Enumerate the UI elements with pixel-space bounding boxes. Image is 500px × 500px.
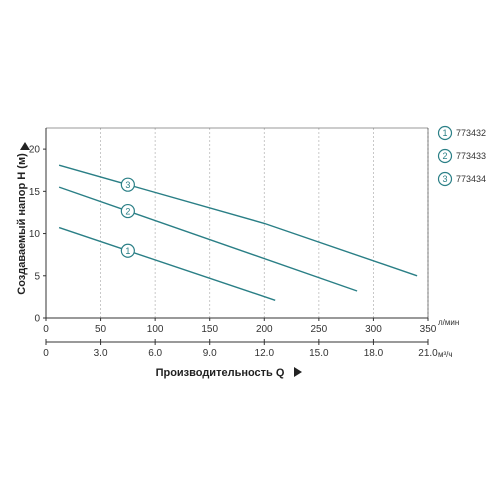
x-tick-label-4: 200 — [256, 324, 273, 335]
x-unit-label: л/мин — [438, 318, 459, 327]
x-tick-label-0: 0 — [43, 324, 49, 335]
legend-marker-label-1: 1 — [442, 128, 447, 138]
y-tick-label-0: 0 — [34, 314, 40, 325]
x2-tick-label-6: 18.0 — [364, 348, 384, 359]
series-marker-1 — [120, 243, 135, 258]
legend-marker-2 — [437, 148, 453, 164]
x-tick-label-2: 100 — [147, 324, 164, 335]
series-line-2 — [58, 186, 358, 292]
x-tick-label-7: 350 — [420, 324, 437, 335]
series-marker-label-2: 2 — [125, 206, 130, 216]
legend-series-name-1: 773432 — [456, 128, 486, 138]
y-axis-title: Создаваемый напор H (м) — [16, 153, 28, 295]
x2-tick-label-7: 21.0 — [418, 348, 438, 359]
x2-tick-label-5: 15.0 — [309, 348, 329, 359]
x-tick-label-3: 150 — [201, 324, 218, 335]
series-layer: 1 2 3 — [58, 164, 418, 301]
y-tick-label-1: 5 — [34, 271, 40, 282]
series-marker-label-1: 1 — [125, 246, 130, 256]
series-marker-3 — [120, 177, 135, 192]
series-marker-label-3: 3 — [125, 180, 130, 190]
legend-marker-3 — [437, 171, 453, 187]
series-line-1 — [58, 226, 276, 301]
legend-marker-label-2: 2 — [442, 151, 447, 161]
series-line-3 — [58, 164, 418, 277]
x2-tick-label-1: 3.0 — [94, 348, 108, 359]
y-tick-label-4: 20 — [29, 145, 41, 156]
legend-marker-1 — [437, 125, 453, 141]
legend-series-name-3: 773434 — [456, 174, 486, 184]
x-tick-label-1: 50 — [95, 324, 107, 335]
y-axis-title-arrow — [20, 142, 30, 150]
axes-layer — [45, 127, 429, 343]
x-tick-label-5: 250 — [311, 324, 328, 335]
x-tick-label-6: 300 — [365, 324, 382, 335]
legend: 1 773432 2 773433 3 773434 — [437, 125, 486, 187]
series-marker-2 — [120, 203, 135, 219]
x2-unit-label: м³/ч — [438, 350, 453, 359]
legend-series-name-2: 773433 — [456, 151, 486, 161]
legend-marker-label-3: 3 — [442, 174, 447, 184]
y-tick-label-2: 10 — [29, 229, 41, 240]
x-axis-title: Производительность Q — [156, 367, 285, 379]
x2-tick-label-2: 6.0 — [148, 348, 162, 359]
x2-tick-label-4: 12.0 — [255, 348, 275, 359]
x2-tick-label-3: 9.0 — [203, 348, 217, 359]
x-axis-title-arrow — [294, 367, 302, 377]
y-tick-label-3: 15 — [29, 187, 41, 198]
x2-tick-label-0: 0 — [43, 348, 49, 359]
